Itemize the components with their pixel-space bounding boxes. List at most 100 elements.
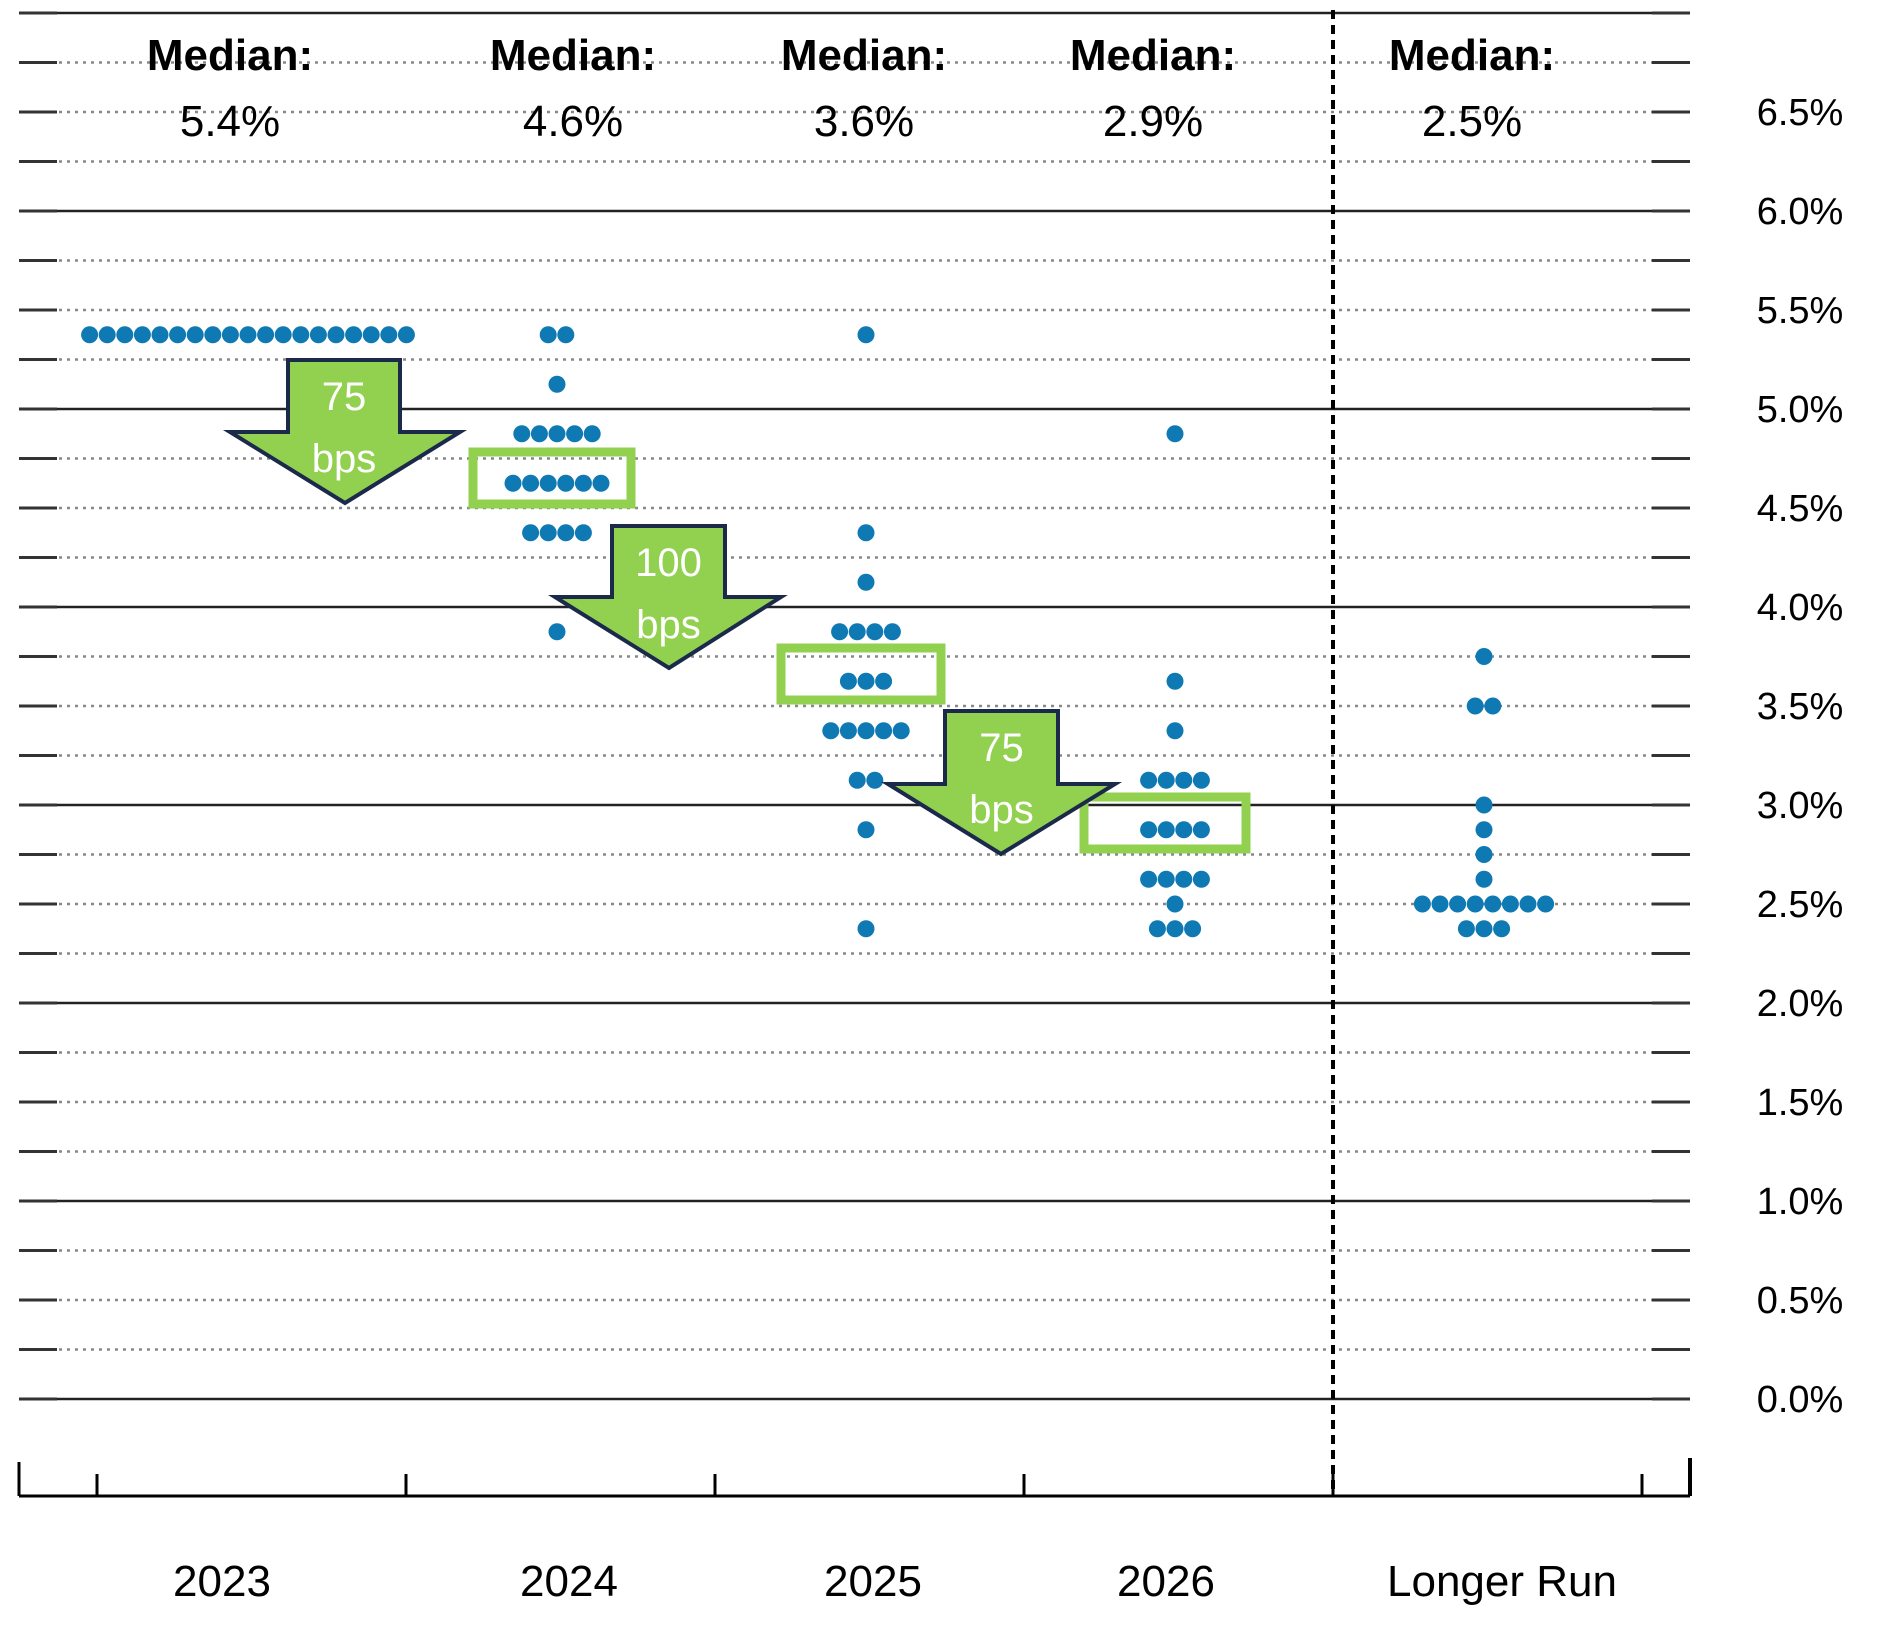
dot [1175,870,1193,888]
dot [848,623,866,641]
median-value: 4.6% [523,97,623,146]
median-value: 2.9% [1103,97,1203,146]
dot [539,326,557,344]
dot [1184,920,1202,938]
dot [574,524,592,542]
y-tick-label: 2.0% [1757,983,1844,1025]
dot [309,326,327,344]
dot [1475,920,1493,938]
dot [1501,895,1519,913]
median-highlight-box [1079,792,1251,854]
dot [1413,895,1431,913]
arrow-label-unit: bps [969,788,1034,832]
median-heading: Median: [1070,31,1236,80]
y-tick-label: 4.0% [1757,587,1844,629]
dot [1157,870,1175,888]
x-category-label: 2023 [173,1557,271,1606]
dot [574,474,592,492]
dot [1140,771,1158,789]
dot [1431,895,1449,913]
dot [1175,821,1193,839]
median-heading: Median: [1389,31,1555,80]
dot [857,722,875,740]
dot [504,474,522,492]
y-tick-label: 0.0% [1757,1379,1844,1421]
gridlines [19,11,1690,1401]
dot [1166,672,1184,690]
y-tick-label: 5.5% [1757,290,1844,332]
dot [822,722,840,740]
dot [274,326,292,344]
dot [892,722,910,740]
dot [548,623,566,641]
dot [1166,425,1184,443]
y-tick-label: 4.5% [1757,488,1844,530]
dot [116,326,134,344]
dot [583,425,601,443]
dot [1192,771,1210,789]
dot [1166,895,1184,913]
dot [239,326,257,344]
dot [522,474,540,492]
x-category-label: 2026 [1117,1557,1215,1606]
dot [1484,895,1502,913]
dot [1449,895,1467,913]
dot [530,425,548,443]
y-tick-label: 1.0% [1757,1181,1844,1223]
dot [592,474,610,492]
arrow-label-amount: 100 [635,541,702,585]
dot [557,326,575,344]
arrow-label-unit: bps [636,603,701,647]
dot [1475,796,1493,814]
median-highlight-box [776,643,946,705]
dot [513,425,531,443]
y-tick-label: 2.5% [1757,884,1844,926]
dot [362,326,380,344]
down-arrow-icon [880,709,1123,857]
x-category-label: Longer Run [1387,1557,1617,1606]
dot [292,326,310,344]
dot [1519,895,1537,913]
labels: Median: 5.4% Median: 4.6% Median: 3.6% Median:… [147,31,1843,1606]
dot [1157,821,1175,839]
dot [857,821,875,839]
dot [866,623,884,641]
y-tick-label: 6.5% [1757,92,1844,134]
median-highlight-box [468,447,636,509]
dot [1192,821,1210,839]
y-tick-label: 5.0% [1757,389,1844,431]
median-value: 5.4% [180,97,280,146]
dot [1175,771,1193,789]
dot [539,524,557,542]
dot [327,326,345,344]
dot [866,771,884,789]
dot [839,722,857,740]
dot [1475,821,1493,839]
dot [151,326,169,344]
x-category-label: 2024 [520,1557,618,1606]
dot [848,771,866,789]
y-tick-label: 6.0% [1757,191,1844,233]
dots [81,326,1555,938]
dot [397,326,415,344]
arrow-label-amount: 75 [979,726,1024,770]
median-heading: Median: [490,31,656,80]
dot [133,326,151,344]
median-heading: Median: [147,31,313,80]
dot [1457,920,1475,938]
dot [1484,697,1502,715]
median-value: 2.5% [1422,97,1522,146]
dot [539,474,557,492]
dot [81,326,99,344]
dot [875,722,893,740]
dot [548,375,566,393]
arrow-label-amount: 75 [322,375,367,419]
arrow-label-unit: bps [312,437,377,481]
dot [522,524,540,542]
x-category-label: 2025 [824,1557,922,1606]
dot [857,524,875,542]
dot [1140,870,1158,888]
dot [169,326,187,344]
median-value: 3.6% [814,97,914,146]
